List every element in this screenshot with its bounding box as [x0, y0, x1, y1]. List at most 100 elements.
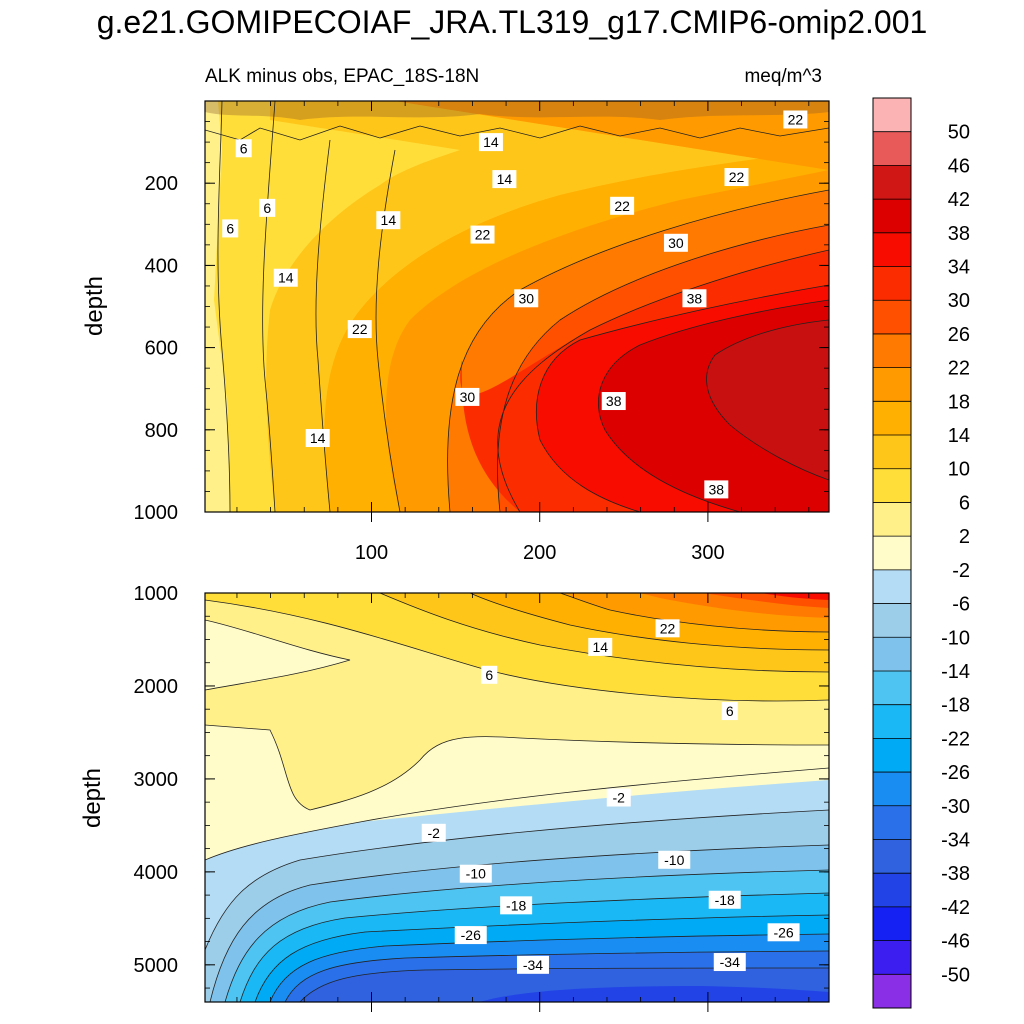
contour-label-box	[459, 864, 492, 883]
colorbar-swatch	[873, 670, 911, 706]
contour-label-box	[658, 850, 691, 869]
y-tick-label: 1000	[134, 502, 179, 524]
colorbar-label: 2	[959, 526, 970, 548]
contour-label-text: -2	[613, 790, 626, 806]
colorbar-swatch	[873, 906, 911, 942]
contour-label: -18	[708, 890, 741, 909]
contour-label-box	[610, 196, 635, 215]
contour-label-box	[478, 133, 503, 152]
contour-label-text: 14	[497, 171, 513, 187]
contour-label-box	[713, 953, 746, 972]
contour-label: 6	[222, 219, 239, 238]
colorbar-swatch	[873, 772, 911, 807]
contour-label: -10	[459, 864, 492, 883]
contour-label: 22	[724, 168, 749, 187]
colorbar-swatch	[873, 131, 911, 166]
contour-label: -34	[516, 955, 549, 974]
contour-label-text: 14	[483, 134, 499, 150]
colorbar-swatch	[873, 603, 911, 638]
contour-label-text: 6	[726, 703, 734, 719]
contour-label-box	[273, 268, 298, 287]
contour-label-text: 6	[263, 200, 271, 216]
x-tick-label: 100	[355, 542, 388, 564]
contour-label-box	[470, 225, 495, 244]
contour-label: -26	[454, 926, 487, 945]
contour-label-text: 6	[226, 220, 234, 236]
units-label: meq/m^3	[744, 66, 822, 87]
contour-label: -18	[500, 896, 533, 915]
lower-panel: 1000 2000 3000 4000 5000 22 14 6 6 -2 -2 -10 -10 -18…	[79, 583, 830, 1012]
colorbar-label: -10	[941, 627, 970, 649]
contour-label: 6	[235, 139, 252, 158]
colorbar-swatch	[873, 266, 911, 301]
colorbar-label: 22	[948, 358, 970, 380]
contour-label-text: 22	[729, 169, 745, 185]
colorbar-label: 46	[948, 155, 970, 177]
contour-label: 6	[259, 198, 276, 217]
contour-label-text: 30	[518, 290, 534, 306]
colorbar-swatch	[873, 435, 911, 470]
contour-label: -10	[658, 850, 691, 869]
upper-y-axis-title: depth	[81, 276, 108, 336]
contour-label-box	[708, 890, 741, 909]
colorbar-label: -34	[941, 829, 970, 851]
x-tick-label: 300	[691, 542, 724, 564]
contour-label-text: -18	[506, 897, 526, 913]
colorbar-swatch	[873, 839, 911, 874]
colorbar-label: 26	[948, 324, 970, 346]
contour-label: 30	[663, 233, 688, 252]
contour-label-box	[492, 170, 517, 189]
contour-label: 6	[721, 702, 738, 721]
contour-label-box	[767, 923, 800, 942]
contour-label-text: 38	[687, 290, 703, 306]
contour-label: 30	[455, 387, 480, 406]
fill-level-0-shallow	[205, 620, 350, 690]
lower-contour-field	[205, 593, 829, 1002]
y-tick-label: 400	[145, 255, 178, 277]
contour-label-box	[421, 823, 446, 842]
lower-y-axis-title: depth	[79, 768, 106, 828]
contour-label: 22	[610, 196, 635, 215]
contour-label-box	[455, 387, 480, 406]
contour-label-box	[454, 926, 487, 945]
contour-label: 22	[347, 320, 372, 339]
contour-label-text: 14	[278, 270, 294, 286]
y-tick-label: 800	[145, 420, 178, 442]
colorbar-label: 18	[948, 391, 970, 413]
contour-label-text: -18	[715, 892, 735, 908]
colorbar-label: -38	[941, 863, 970, 885]
contour-label-text: 14	[310, 430, 326, 446]
contour-label-box	[724, 168, 749, 187]
contour-label-box	[655, 619, 680, 638]
colorbar-label: -6	[952, 594, 970, 616]
colorbar-swatch	[873, 502, 911, 537]
contour-label: 22	[470, 225, 495, 244]
colorbar-swatch	[873, 401, 911, 436]
colorbar-frame	[872, 97, 912, 1009]
contour-label-text: 22	[352, 321, 368, 337]
contour-label: 14	[478, 133, 503, 152]
colorbar-label: 34	[948, 257, 970, 279]
colorbar-label: 6	[959, 492, 970, 514]
contour-label-text: -10	[466, 866, 486, 882]
colorbar-label: -46	[941, 931, 970, 953]
contour-label-text: 22	[614, 198, 630, 214]
contour-label: 14	[376, 211, 401, 230]
y-tick-label: 5000	[134, 955, 179, 977]
contour-label-box	[601, 392, 626, 411]
colorbar-swatch	[873, 569, 911, 605]
colorbar-label: -42	[941, 897, 970, 919]
contour-label-box	[682, 289, 707, 308]
colorbar-swatch	[873, 98, 911, 133]
fill-level-2	[205, 101, 230, 512]
colorbar-swatch	[873, 974, 911, 1009]
fill-level-30	[760, 593, 829, 600]
colorbar-swatch	[873, 704, 911, 739]
y-tick-label: 2000	[134, 676, 179, 698]
contour-label-text: 6	[240, 140, 248, 156]
contour-label-text: 30	[668, 235, 684, 251]
y-tick-label: 4000	[134, 862, 179, 884]
contour-label-box	[235, 139, 252, 158]
contour-label-box	[259, 198, 276, 217]
